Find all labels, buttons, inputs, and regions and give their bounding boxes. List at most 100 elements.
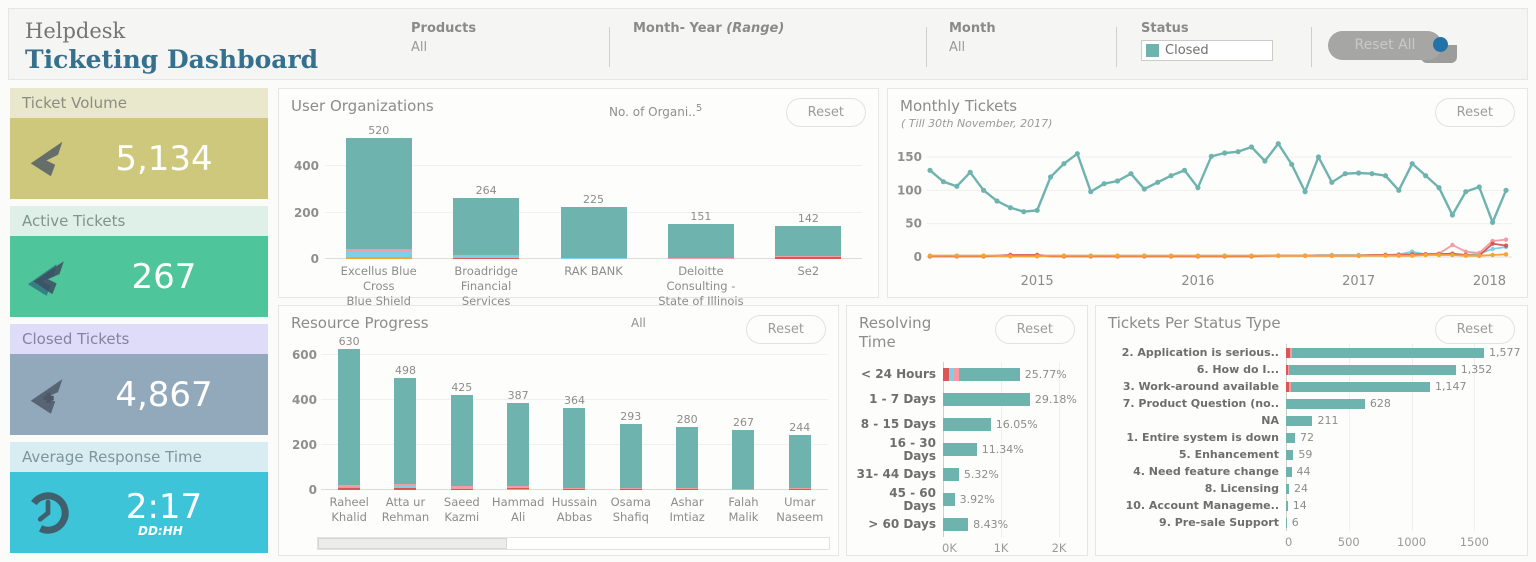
filter-products-value[interactable]: All (411, 40, 428, 55)
data-point[interactable] (1088, 253, 1093, 258)
data-point[interactable] (1181, 167, 1188, 173)
data-point[interactable] (1436, 185, 1442, 191)
data-point[interactable] (1410, 253, 1415, 258)
bar[interactable] (560, 206, 627, 259)
bar[interactable] (453, 197, 520, 259)
resource-scrollbar-thumb[interactable] (318, 538, 508, 549)
data-point[interactable] (1195, 253, 1201, 258)
bar[interactable] (563, 408, 586, 490)
data-point[interactable] (1047, 174, 1054, 180)
filter-products[interactable]: Products All (411, 21, 476, 55)
series-teal[interactable] (927, 141, 1509, 226)
data-point[interactable] (1248, 144, 1255, 150)
bar[interactable] (1286, 398, 1365, 409)
data-point[interactable] (927, 253, 933, 258)
data-point[interactable] (1249, 253, 1254, 258)
data-point[interactable] (1503, 187, 1509, 193)
bar[interactable] (1286, 517, 1287, 528)
bar[interactable] (1286, 381, 1430, 392)
bar[interactable] (1286, 483, 1289, 494)
data-point[interactable] (994, 198, 1000, 204)
bar[interactable] (1286, 364, 1456, 375)
data-point[interactable] (1503, 237, 1509, 242)
data-point[interactable] (1450, 242, 1455, 248)
bar[interactable] (943, 443, 977, 456)
data-point[interactable] (967, 169, 973, 175)
data-point[interactable] (1061, 161, 1067, 167)
bar[interactable] (676, 427, 699, 490)
data-point[interactable] (1463, 249, 1469, 254)
data-point[interactable] (1329, 253, 1335, 258)
data-point[interactable] (954, 183, 960, 189)
reset-user-organizations-button[interactable]: Reset (785, 98, 866, 127)
bar[interactable] (732, 430, 755, 490)
bar[interactable] (1286, 449, 1294, 460)
data-point[interactable] (1329, 179, 1335, 185)
data-point[interactable] (980, 187, 987, 193)
data-point[interactable] (1476, 184, 1482, 190)
data-point[interactable] (1449, 212, 1456, 218)
data-point[interactable] (1490, 252, 1495, 258)
data-point[interactable] (1463, 189, 1469, 195)
bar[interactable] (394, 378, 417, 490)
data-point[interactable] (1034, 254, 1040, 259)
data-point[interactable] (1396, 187, 1402, 193)
data-point[interactable] (1275, 141, 1281, 147)
data-point[interactable] (927, 167, 933, 173)
reset-resolving-time-button[interactable]: Reset (994, 315, 1075, 344)
bar[interactable] (788, 435, 811, 490)
bar[interactable] (943, 368, 1020, 381)
data-point[interactable] (1302, 189, 1308, 195)
data-point[interactable] (1503, 243, 1509, 248)
data-point[interactable] (1168, 173, 1174, 179)
bar[interactable] (943, 518, 969, 531)
data-point[interactable] (1342, 171, 1348, 177)
data-point[interactable] (1302, 253, 1308, 258)
data-point[interactable] (1450, 252, 1455, 258)
bar[interactable] (1286, 432, 1296, 443)
data-point[interactable] (1436, 252, 1442, 258)
data-point[interactable] (1315, 154, 1322, 160)
info-dot-icon[interactable] (1433, 37, 1448, 52)
data-point[interactable] (1088, 189, 1094, 195)
reset-monthly-tickets-button[interactable]: Reset (1434, 98, 1515, 127)
data-point[interactable] (1235, 149, 1241, 155)
data-point[interactable] (1208, 153, 1214, 159)
bar[interactable] (943, 468, 959, 481)
resource-scrollbar[interactable] (317, 537, 830, 550)
data-point[interactable] (1021, 209, 1027, 215)
bar[interactable] (943, 393, 1030, 406)
data-point[interactable] (1423, 173, 1429, 179)
data-point[interactable] (1356, 253, 1361, 258)
bar[interactable] (943, 493, 955, 506)
data-point[interactable] (1061, 253, 1067, 258)
data-point[interactable] (1503, 252, 1509, 257)
bar[interactable] (1286, 466, 1292, 477)
data-point[interactable] (1222, 253, 1227, 258)
bar[interactable] (450, 394, 473, 490)
data-point[interactable] (1008, 254, 1013, 259)
bar[interactable] (943, 418, 991, 431)
reset-all-button[interactable]: Reset All (1328, 31, 1442, 60)
reset-resource-progress-button[interactable]: Reset (745, 315, 826, 344)
data-point[interactable] (981, 253, 986, 258)
data-point[interactable] (1195, 185, 1201, 191)
data-point[interactable] (1155, 179, 1161, 185)
data-point[interactable] (1141, 186, 1147, 192)
data-point[interactable] (1101, 181, 1107, 187)
bar[interactable] (1286, 347, 1484, 358)
data-point[interactable] (1490, 219, 1496, 225)
data-point[interactable] (1168, 253, 1174, 258)
bar[interactable] (775, 226, 842, 259)
filter-month-year[interactable]: Month- Year (Range) (633, 21, 784, 36)
filter-status-dropdown[interactable]: Closed (1141, 40, 1273, 61)
bar[interactable] (507, 403, 530, 490)
data-point[interactable] (1034, 207, 1040, 213)
data-point[interactable] (1396, 253, 1402, 258)
bar[interactable] (1286, 415, 1313, 426)
data-point[interactable] (1356, 170, 1362, 176)
data-point[interactable] (1490, 246, 1495, 252)
data-point[interactable] (1463, 253, 1469, 258)
data-point[interactable] (1262, 158, 1268, 164)
bar[interactable] (345, 138, 412, 259)
